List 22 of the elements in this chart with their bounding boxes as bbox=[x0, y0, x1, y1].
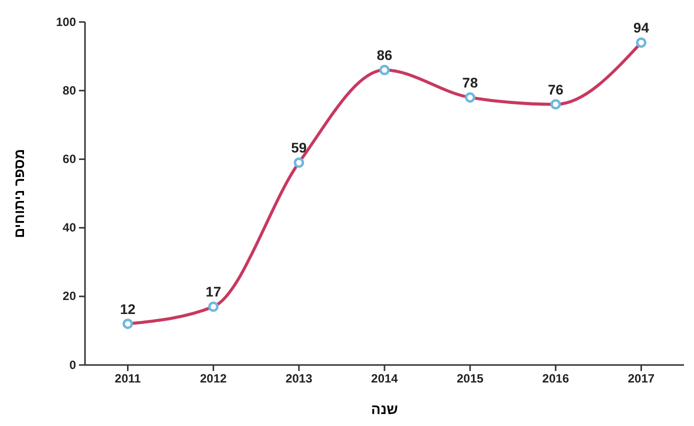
y-tick-label: 0 bbox=[69, 358, 76, 372]
y-tick-label: 60 bbox=[62, 152, 76, 166]
y-tick-label: 100 bbox=[56, 14, 76, 29]
x-tick-label: 2011 bbox=[114, 372, 142, 386]
x-axis-title: שנה bbox=[371, 401, 398, 417]
data-label: 94 bbox=[633, 20, 650, 36]
y-tick-label: 40 bbox=[62, 220, 76, 235]
y-tick-label: 80 bbox=[62, 83, 76, 98]
data-label: 78 bbox=[462, 74, 478, 90]
data-label: 12 bbox=[120, 300, 136, 317]
x-tick-label: 2016 bbox=[542, 372, 570, 386]
y-axis-title: מספר ניתוחים bbox=[11, 149, 27, 238]
data-label: 76 bbox=[548, 81, 564, 98]
y-tick-label: 20 bbox=[62, 289, 76, 304]
x-tick-label: 2014 bbox=[371, 372, 398, 386]
x-tick-label: 2015 bbox=[456, 372, 484, 386]
data-label: 17 bbox=[206, 284, 222, 300]
x-tick-label: 2013 bbox=[286, 372, 313, 386]
x-tick-label: 2017 bbox=[628, 372, 655, 386]
x-tick-label: 2012 bbox=[200, 372, 228, 386]
data-label: 59 bbox=[291, 140, 307, 156]
data-label: 86 bbox=[376, 47, 392, 64]
